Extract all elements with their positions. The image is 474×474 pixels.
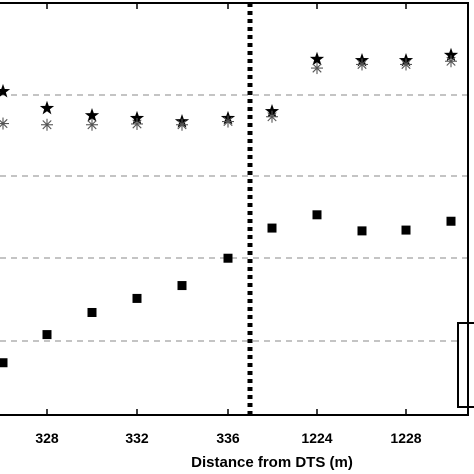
star-point-332 [129,110,145,125]
square-point-1222 [267,223,277,233]
square-point-1224 [312,210,322,220]
square-point-1230 [446,216,456,226]
square-point-334 [177,281,187,291]
x-tick-label-1228: 1228 [390,430,421,446]
asterisk-point-1224 [311,62,323,75]
square-point-1226 [357,226,367,236]
asterisk-point-1226 [356,58,368,71]
plot-frame [0,2,469,416]
asterisk-point-328 [41,118,53,131]
asterisk-point-336 [222,115,234,128]
square-point-1228 [401,225,411,235]
asterisk-point-332 [131,117,143,130]
x-axis-label: Distance from DTS (m) [191,454,353,471]
series-square [0,210,456,368]
square-point-328 [42,330,52,340]
x-tick-label-336: 336 [216,430,240,446]
star-point-328 [39,100,55,115]
x-tick-label-1224: 1224 [301,430,332,446]
star-point-1224 [309,51,325,66]
asterisk-point-1228 [400,58,412,71]
gridlines [0,94,468,342]
legend-box [457,322,474,408]
x-ticks: 328 332 336 1224 1228 [35,3,422,446]
star-point-1230 [443,47,459,62]
square-point-330 [87,307,97,317]
asterisk-point-1222 [266,110,278,123]
square-point-326 [0,358,8,368]
x-tick-label-332: 332 [125,430,149,446]
square-point-336 [223,253,233,263]
series-asterisk [0,55,457,131]
star-point-326 [0,83,11,98]
data-marks [0,47,459,368]
asterisk-point-1230 [445,55,457,68]
asterisk-point-334 [176,118,188,131]
square-point-332 [132,293,142,303]
star-point-330 [84,108,100,122]
x-tick-label-328: 328 [35,430,59,446]
asterisk-point-330 [86,118,98,131]
asterisk-point-326 [0,117,9,130]
